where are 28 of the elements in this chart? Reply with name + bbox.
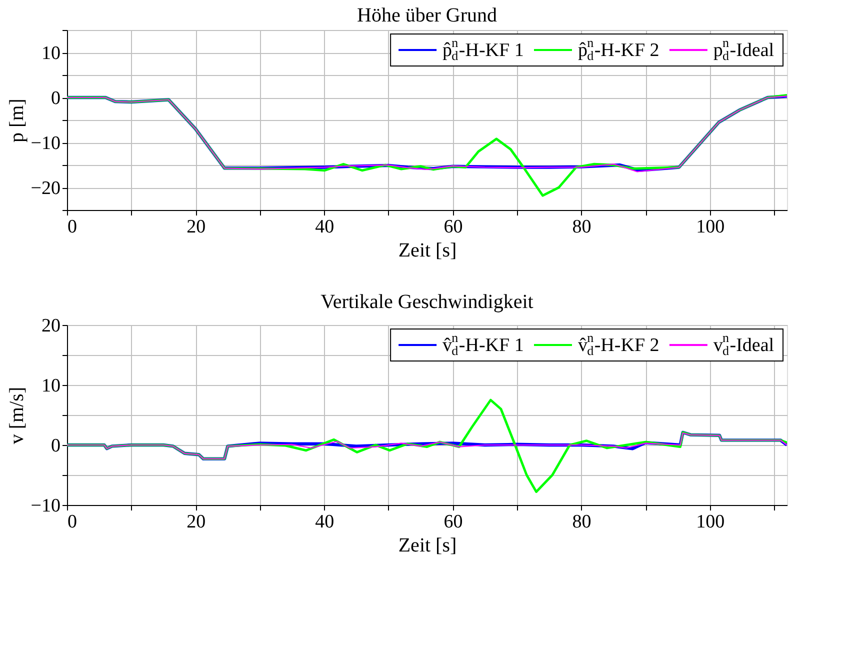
x-tick-label: 60 (444, 216, 463, 238)
x-tick-label: 0 (68, 216, 77, 238)
y-axis-title: p [m] (6, 98, 28, 142)
x-tick-label: 80 (572, 512, 592, 532)
y-tick-label: 0 (51, 88, 60, 109)
y-tick-label: 20 (42, 316, 60, 336)
y-tick-label: 0 (51, 436, 60, 456)
y-tick-label: −20 (30, 178, 60, 199)
y-tick-label: −10 (30, 133, 60, 154)
y-axis-title: v [m/s] (6, 386, 28, 444)
line-series (67, 94, 787, 197)
x-tick-label: 60 (444, 512, 463, 532)
x-tick-label: 40 (315, 512, 334, 532)
x-tick-label: 20 (186, 512, 206, 532)
x-tick-label: 100 (696, 216, 725, 238)
x-tick-label: 20 (186, 216, 206, 238)
y-tick-label: 10 (42, 43, 60, 64)
y-tick-label: 10 (42, 376, 60, 396)
line-series (67, 398, 787, 493)
x-tick-label: 0 (68, 512, 77, 532)
x-tick-label: 40 (315, 216, 334, 238)
chart-title: Höhe über Grund (357, 4, 497, 26)
chart-title: Vertikale Geschwindigkeit (320, 291, 534, 313)
x-axis-title: Zeit [s] (398, 534, 457, 556)
x-tick-label: 80 (572, 216, 592, 238)
x-axis-title: Zeit [s] (398, 240, 457, 262)
x-tick-label: 100 (696, 512, 725, 532)
y-tick-label: −10 (30, 496, 60, 516)
